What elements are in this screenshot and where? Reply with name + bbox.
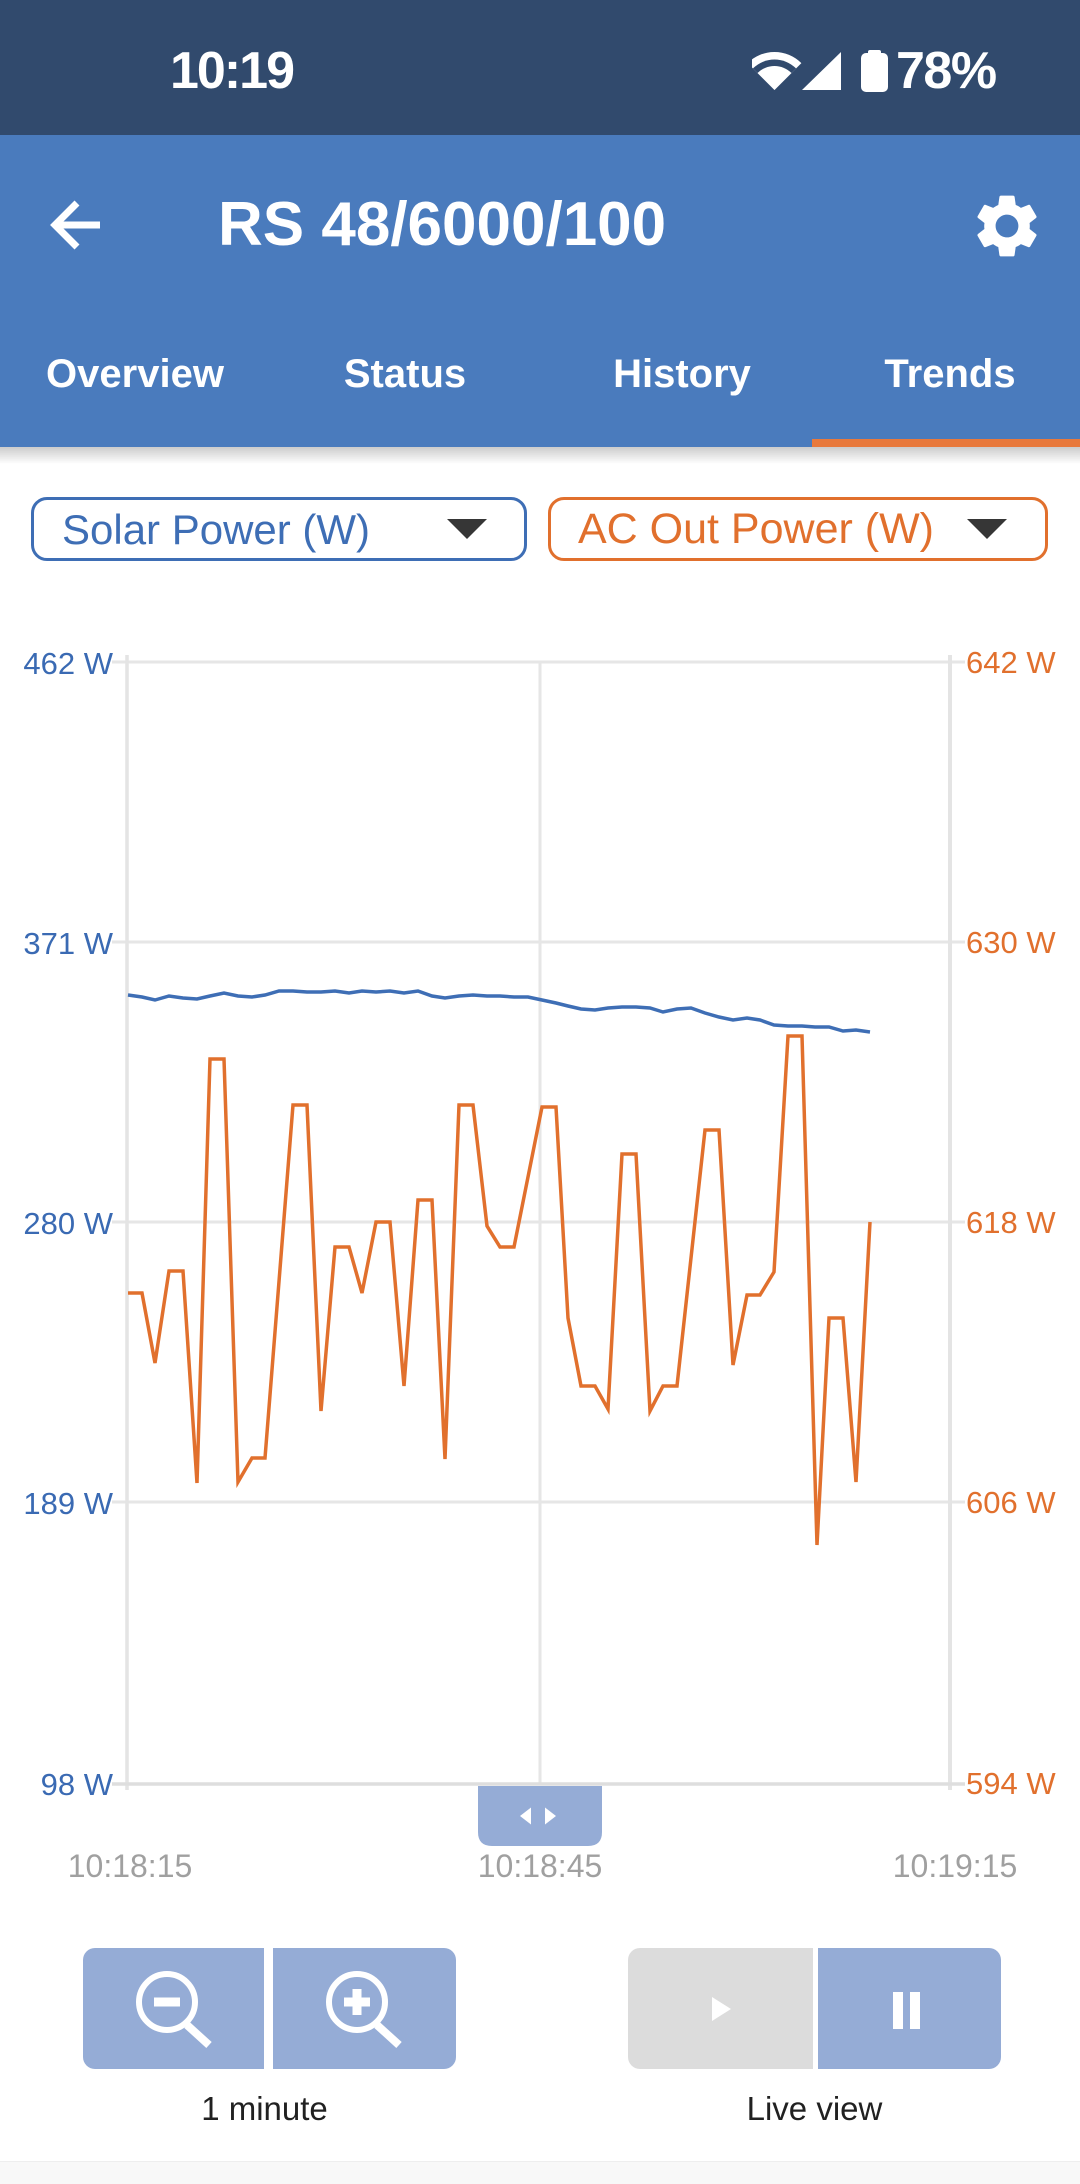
svg-text:10:19:15: 10:19:15	[893, 1848, 1018, 1884]
svg-text:630 W: 630 W	[966, 925, 1056, 960]
svg-text:462 W: 462 W	[23, 646, 113, 681]
svg-text:642 W: 642 W	[966, 645, 1056, 680]
svg-text:606 W: 606 W	[966, 1485, 1056, 1520]
svg-text:371 W: 371 W	[23, 926, 113, 961]
svg-text:594 W: 594 W	[966, 1766, 1056, 1801]
svg-text:10:18:45: 10:18:45	[478, 1848, 603, 1884]
svg-text:189 W: 189 W	[23, 1486, 113, 1521]
svg-text:618 W: 618 W	[966, 1205, 1056, 1240]
svg-text:98 W: 98 W	[41, 1767, 114, 1802]
svg-text:10:18:15: 10:18:15	[68, 1848, 193, 1884]
svg-text:280 W: 280 W	[23, 1206, 113, 1241]
